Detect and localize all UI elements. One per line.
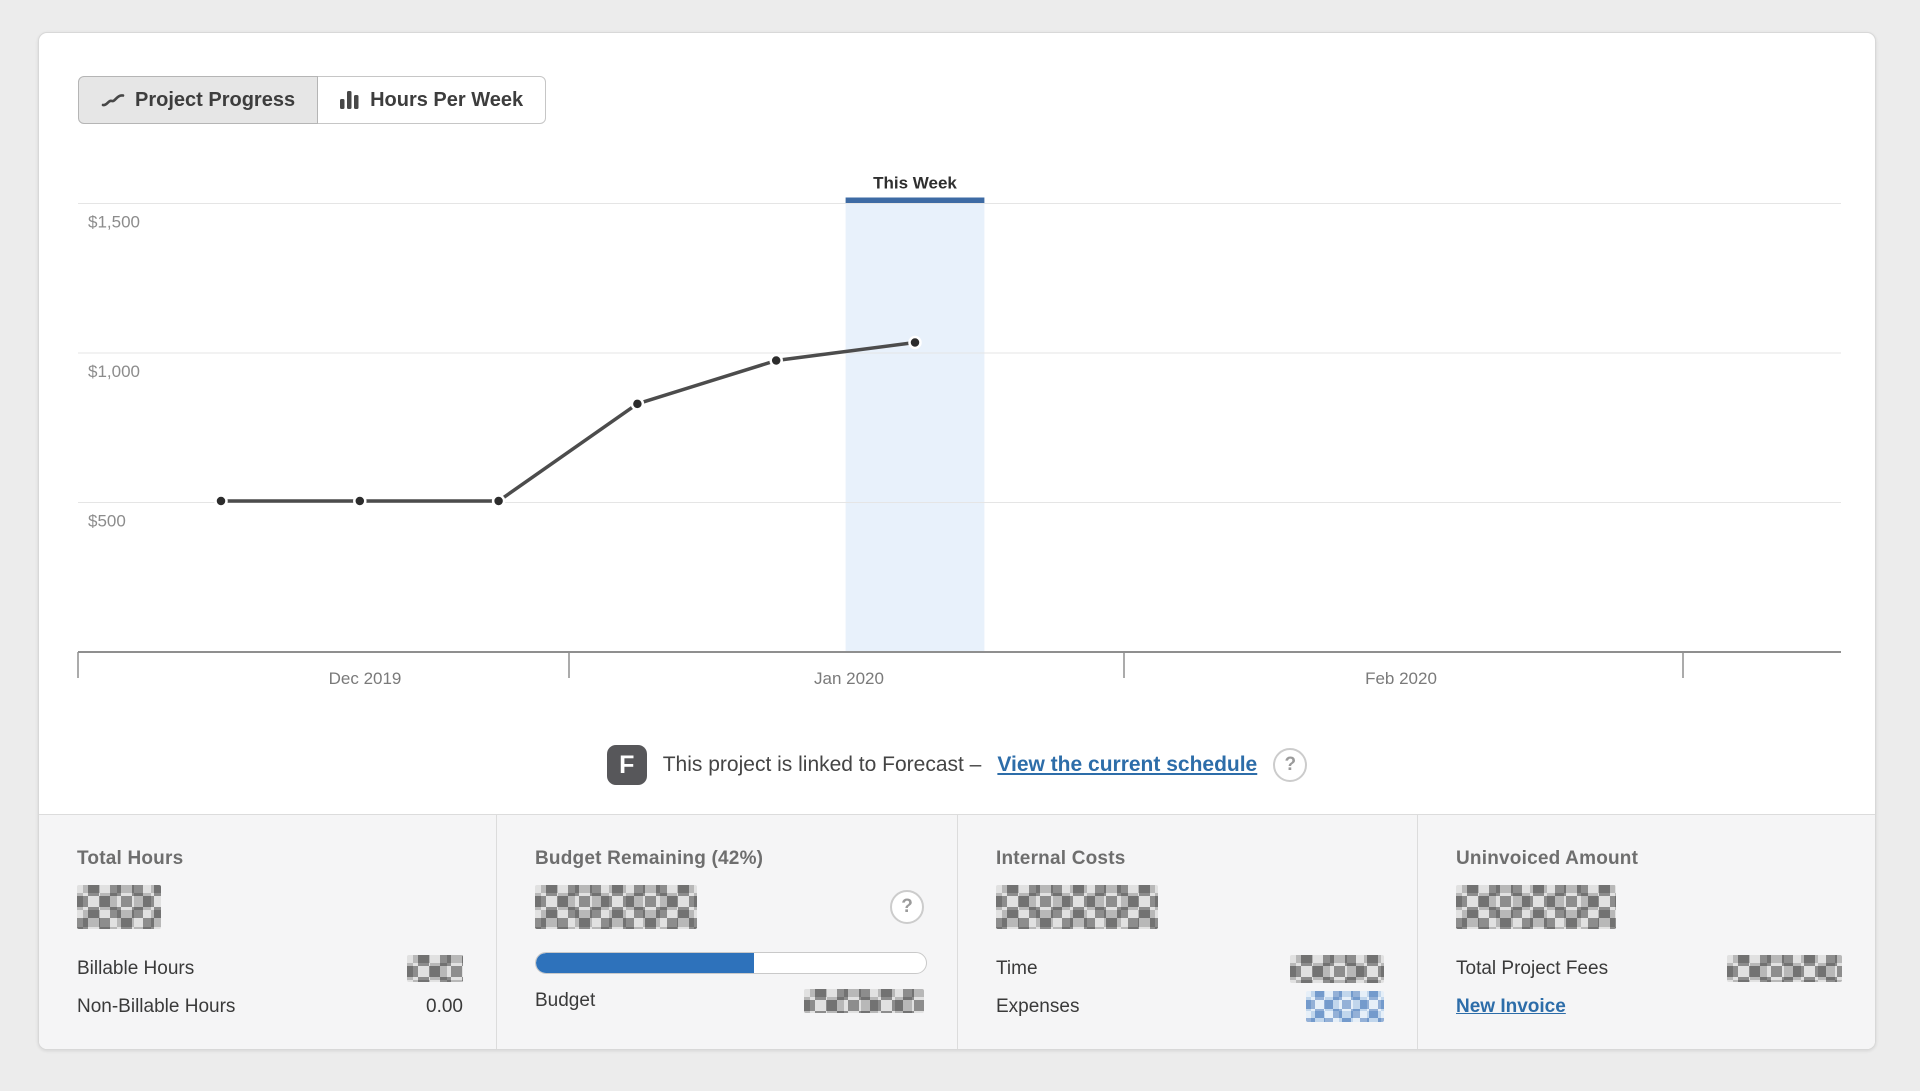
stats-row: Total Hours Billable Hours Non-Billable … (39, 814, 1875, 1049)
forecast-note: F This project is linked to Forecast – V… (39, 745, 1875, 785)
svg-text:Jan 2020: Jan 2020 (814, 669, 884, 688)
panel-title: Total Hours (77, 848, 184, 869)
budget-row: Budget (535, 986, 924, 1015)
billable-hours-label: Billable Hours (77, 957, 195, 979)
redacted-billable-hours-value (407, 955, 463, 982)
new-invoice-row: New Invoice (1456, 992, 1842, 1021)
budget-help-icon[interactable]: ? (890, 890, 924, 924)
panel-title: Uninvoiced Amount (1456, 848, 1639, 869)
billable-hours-row: Billable Hours (77, 954, 463, 983)
forecast-icon: F (606, 745, 647, 785)
redacted-budget-value (804, 988, 924, 1013)
svg-text:$1,500: $1,500 (88, 213, 140, 232)
redacted-internal-costs-value (996, 885, 1158, 929)
project-analysis-card: Project Progress Hours Per Week This Wee… (38, 32, 1876, 1050)
tab-label: Hours Per Week (370, 88, 524, 111)
redacted-time-value (1290, 954, 1384, 983)
panel-title: Budget Remaining (42%) (535, 848, 764, 869)
forecast-help-icon[interactable]: ? (1273, 748, 1308, 782)
expenses-label: Expenses (996, 995, 1080, 1017)
panel-budget-remaining: Budget Remaining (42%) ? Budget (497, 815, 958, 1049)
redacted-total-project-fees-value (1727, 955, 1842, 982)
expenses-row: Expenses (996, 991, 1384, 1022)
svg-text:Feb 2020: Feb 2020 (1365, 669, 1437, 688)
redacted-expenses-link[interactable] (1306, 991, 1384, 1022)
project-progress-chart: This Week $500 $1,000 $1,500 Dec 2019 Jan 202… (77, 174, 1841, 688)
svg-text:Dec 2019: Dec 2019 (329, 669, 402, 688)
budget-progress-fill (536, 953, 755, 973)
non-billable-hours-label: Non-Billable Hours (77, 995, 236, 1017)
panel-internal-costs: Internal Costs Time Expenses (958, 815, 1418, 1049)
budget-progress-bar (535, 952, 927, 974)
tab-label: Project Progress (135, 88, 296, 111)
non-billable-hours-value: 0.00 (426, 995, 463, 1017)
view-schedule-link[interactable]: View the current schedule (997, 753, 1258, 776)
chart-toggle: Project Progress Hours Per Week (78, 76, 547, 124)
redacted-budget-remaining-value (535, 885, 697, 929)
line-chart-icon (101, 91, 125, 109)
redacted-uninvoiced-value (1456, 885, 1616, 929)
total-project-fees-label: Total Project Fees (1456, 957, 1609, 979)
budget-label: Budget (535, 989, 596, 1011)
total-project-fees-row: Total Project Fees (1456, 954, 1842, 983)
svg-text:$500: $500 (88, 512, 126, 531)
new-invoice-link[interactable]: New Invoice (1456, 995, 1566, 1017)
bar-chart-icon (340, 91, 360, 109)
tab-hours-per-week[interactable]: Hours Per Week (317, 76, 547, 124)
tab-project-progress[interactable]: Project Progress (78, 76, 319, 124)
non-billable-hours-row: Non-Billable Hours 0.00 (77, 992, 463, 1021)
panel-title: Internal Costs (996, 848, 1126, 869)
time-label: Time (996, 957, 1038, 979)
time-row: Time (996, 954, 1384, 983)
svg-text:This Week: This Week (873, 174, 957, 193)
panel-uninvoiced-amount: Uninvoiced Amount Total Project Fees New… (1418, 815, 1875, 1049)
svg-text:$1,000: $1,000 (88, 362, 140, 381)
redacted-total-hours-value (77, 885, 161, 929)
panel-total-hours: Total Hours Billable Hours Non-Billable … (39, 815, 497, 1049)
forecast-note-text: This project is linked to Forecast – (662, 753, 982, 776)
